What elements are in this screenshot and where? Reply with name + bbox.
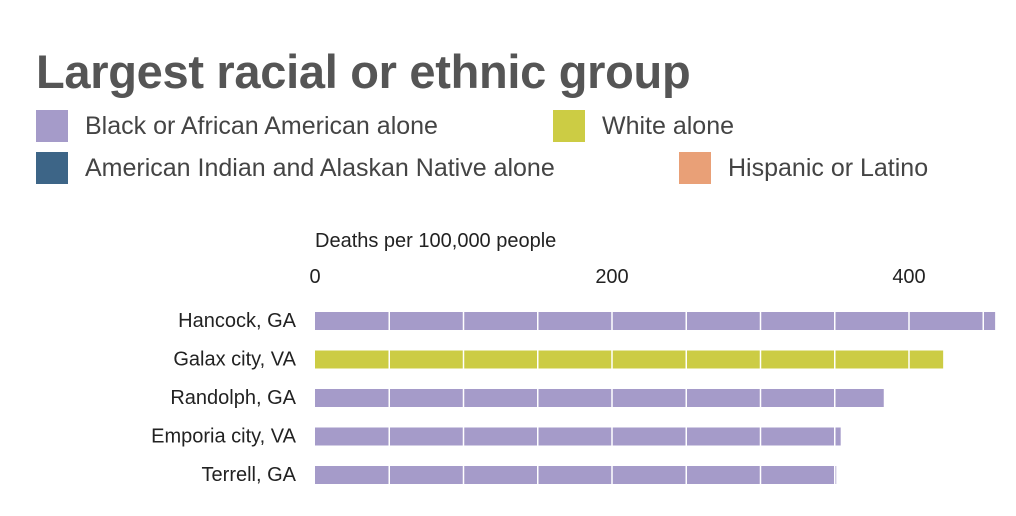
- bar: [315, 466, 837, 484]
- x-tick-label: 400: [892, 266, 925, 288]
- legend-item-hispanic: Hispanic or Latino: [679, 152, 928, 184]
- legend-item-black: Black or African American alone: [36, 110, 438, 142]
- bar: [315, 427, 841, 446]
- legend-label-american-indian: American Indian and Alaskan Native alone: [85, 153, 555, 182]
- legend-item-american-indian: American Indian and Alaskan Native alone: [36, 152, 555, 184]
- y-axis-labels: Hancock, GA Galax city, VA Randolph, GA Emp…: [151, 310, 297, 486]
- category-label: Terrell, GA: [202, 464, 297, 486]
- bar: [315, 389, 884, 407]
- x-tick-label: 200: [595, 266, 628, 288]
- chart-title: Largest racial or ethnic group: [36, 45, 691, 98]
- legend-label-black: Black or African American alone: [85, 111, 438, 140]
- legend-item-white: White alone: [553, 110, 734, 142]
- legend-label-white: White alone: [602, 111, 735, 140]
- category-label: Hancock, GA: [178, 310, 296, 332]
- legend-swatch-black: [36, 110, 68, 142]
- bar: [315, 350, 944, 369]
- bars: [315, 312, 996, 484]
- legend-label-hispanic: Hispanic or Latino: [728, 153, 929, 182]
- bar: [315, 312, 996, 330]
- x-axis-label: Deaths per 100,000 people: [315, 230, 556, 252]
- category-label: Galax city, VA: [173, 349, 296, 371]
- x-tick-label: 0: [309, 266, 320, 288]
- category-label: Emporia city, VA: [151, 426, 297, 448]
- x-axis-ticks: 0 200 400: [309, 266, 925, 288]
- legend-swatch-hispanic: [679, 152, 711, 184]
- legend-swatch-american-indian: [36, 152, 68, 184]
- legend-swatch-white: [553, 110, 585, 142]
- category-label: Randolph, GA: [170, 387, 296, 409]
